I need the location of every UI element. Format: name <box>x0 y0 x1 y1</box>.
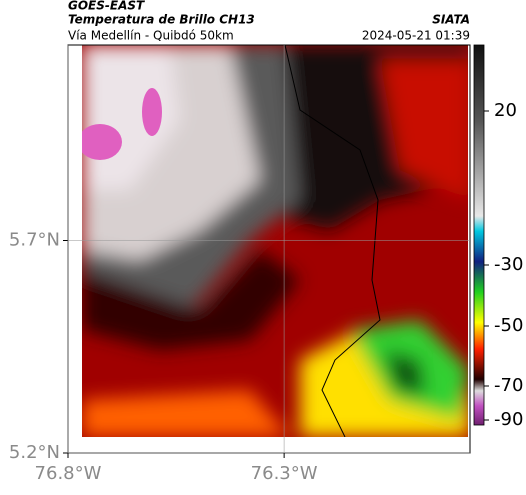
cold-spot <box>82 124 122 160</box>
lon-tick-label: 76.3°W <box>251 463 318 484</box>
lon-tick-label: 76.8°W <box>35 463 102 484</box>
colorbar-tick-label: -70 <box>494 375 523 396</box>
brand: SIATA <box>432 13 470 27</box>
colorbar-tick-label: -90 <box>494 409 523 430</box>
cold-spot <box>142 88 162 136</box>
lat-tick-label: 5.2°N <box>9 442 60 463</box>
colorbar-tick-label: 20 <box>494 100 517 121</box>
colorbar <box>473 44 485 426</box>
subtitle: Vía Medellín - Quibdó 50km <box>68 29 234 43</box>
timestamp: 2024-05-21 01:39 <box>362 29 470 43</box>
brightness-field <box>82 45 468 437</box>
title: Temperatura de Brillo CH13 <box>68 13 255 27</box>
colorbar-tick-label: -50 <box>494 315 523 336</box>
colorbar-tick-label: -30 <box>494 254 523 275</box>
lat-tick-label: 5.7°N <box>9 230 60 251</box>
source: GOES-EAST <box>68 0 145 13</box>
border-line <box>284 45 381 437</box>
